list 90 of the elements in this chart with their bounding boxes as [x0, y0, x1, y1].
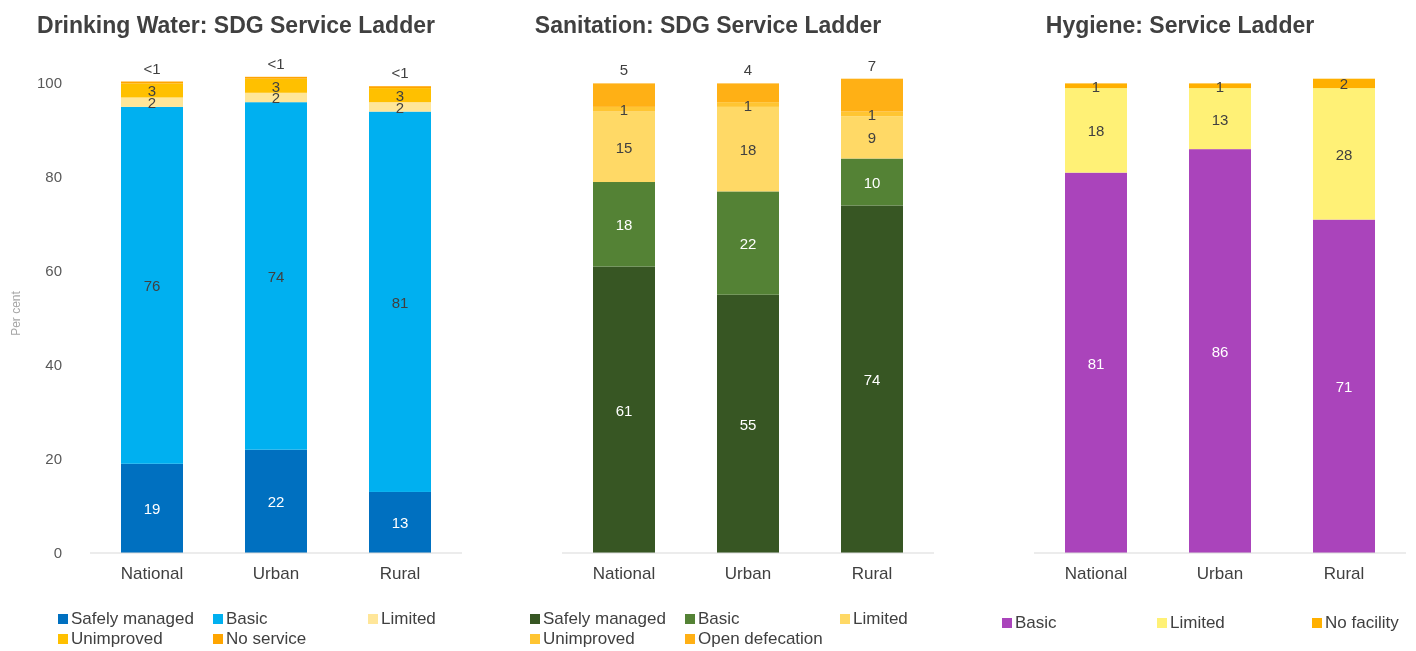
legend-label: Limited [853, 609, 908, 628]
x-tick-label: Urban [252, 564, 300, 583]
bar [1313, 78, 1375, 89]
data-label: 71 [1335, 378, 1353, 396]
legend-label: Basic [226, 609, 269, 628]
data-label: 7 [867, 56, 877, 74]
legend-label: Open defecation [698, 629, 823, 648]
legend-label: No service [226, 629, 307, 648]
bar [593, 83, 655, 107]
bar [1313, 88, 1375, 220]
bar [245, 102, 307, 450]
y-tick-label: 100 [36, 74, 62, 92]
bar [369, 88, 431, 103]
legend-label: No facility [1325, 613, 1400, 632]
data-label: 1 [1215, 77, 1225, 95]
data-label: 81 [1087, 354, 1105, 372]
x-tick-label: National [592, 564, 656, 583]
bar [593, 182, 655, 267]
bar [841, 205, 903, 553]
bar [369, 111, 431, 492]
chart-title: Drinking Water: SDG Service Ladder [37, 12, 436, 38]
bar [245, 449, 307, 553]
data-label: <1 [143, 59, 161, 77]
data-label: 22 [267, 493, 285, 511]
data-label: <1 [267, 54, 285, 72]
data-label: 5 [619, 61, 629, 79]
legend-label: Safely managed [543, 609, 666, 628]
data-label: 86 [1211, 343, 1229, 361]
x-tick-label: Rural [379, 564, 421, 583]
y-tick-label: 80 [45, 168, 62, 186]
data-label: 4 [743, 61, 753, 79]
data-label: 22 [739, 235, 757, 253]
legend-label: Basic [1015, 613, 1058, 632]
chart-title: Hygiene: Service Ladder [1045, 12, 1315, 38]
bar [717, 191, 779, 295]
x-tick-label: National [1064, 564, 1128, 583]
x-tick-label: Urban [724, 564, 772, 583]
bar [841, 158, 903, 206]
y-axis-title: Per cent [9, 290, 23, 336]
bar [121, 106, 183, 464]
data-label: 1 [867, 105, 877, 123]
legend-label: Unimproved [71, 629, 163, 648]
y-tick-label: 20 [45, 450, 62, 468]
bar [841, 78, 903, 112]
data-label: 18 [1087, 122, 1105, 140]
bar [245, 78, 307, 93]
bar [1189, 149, 1251, 553]
x-tick-label: Rural [1323, 564, 1365, 583]
data-label: 2 [1339, 75, 1349, 93]
data-label: 1 [743, 96, 753, 114]
data-label: 15 [615, 138, 633, 156]
data-label: 28 [1335, 145, 1353, 163]
data-label: 55 [739, 415, 757, 433]
y-tick-label: 40 [45, 356, 62, 374]
bar [1313, 219, 1375, 553]
bar [717, 83, 779, 103]
legend-label: Limited [381, 609, 436, 628]
bar [121, 83, 183, 98]
bar [121, 97, 183, 107]
bar [369, 491, 431, 553]
legend-label: Basic [698, 609, 741, 628]
bar [121, 463, 183, 553]
legend-label: Limited [1170, 613, 1225, 632]
legend-label: Unimproved [543, 629, 635, 648]
data-label: 81 [391, 293, 409, 311]
data-label: 19 [143, 500, 161, 518]
x-tick-label: Rural [851, 564, 893, 583]
data-label: 18 [615, 216, 633, 234]
bar [1065, 172, 1127, 553]
data-label: 13 [391, 514, 409, 532]
data-label: 1 [619, 101, 629, 119]
bar [717, 294, 779, 553]
data-label: 9 [867, 129, 877, 147]
x-tick-label: Urban [1196, 564, 1244, 583]
data-label: 61 [615, 401, 633, 419]
data-label: 10 [863, 174, 881, 192]
chart-title: Sanitation: SDG Service Ladder [534, 12, 882, 38]
bar [593, 266, 655, 553]
data-label: 1 [1091, 77, 1101, 95]
data-label: 74 [267, 267, 285, 285]
y-tick-label: 0 [53, 544, 62, 561]
bar [369, 102, 431, 112]
data-label: 13 [1211, 110, 1229, 128]
data-label: 76 [143, 277, 161, 295]
data-label: 18 [739, 141, 757, 159]
data-label: 74 [863, 371, 881, 389]
data-label: <1 [391, 64, 409, 82]
y-tick-label: 60 [45, 262, 62, 280]
legend-label: Safely managed [71, 609, 194, 628]
x-tick-label: National [120, 564, 184, 583]
